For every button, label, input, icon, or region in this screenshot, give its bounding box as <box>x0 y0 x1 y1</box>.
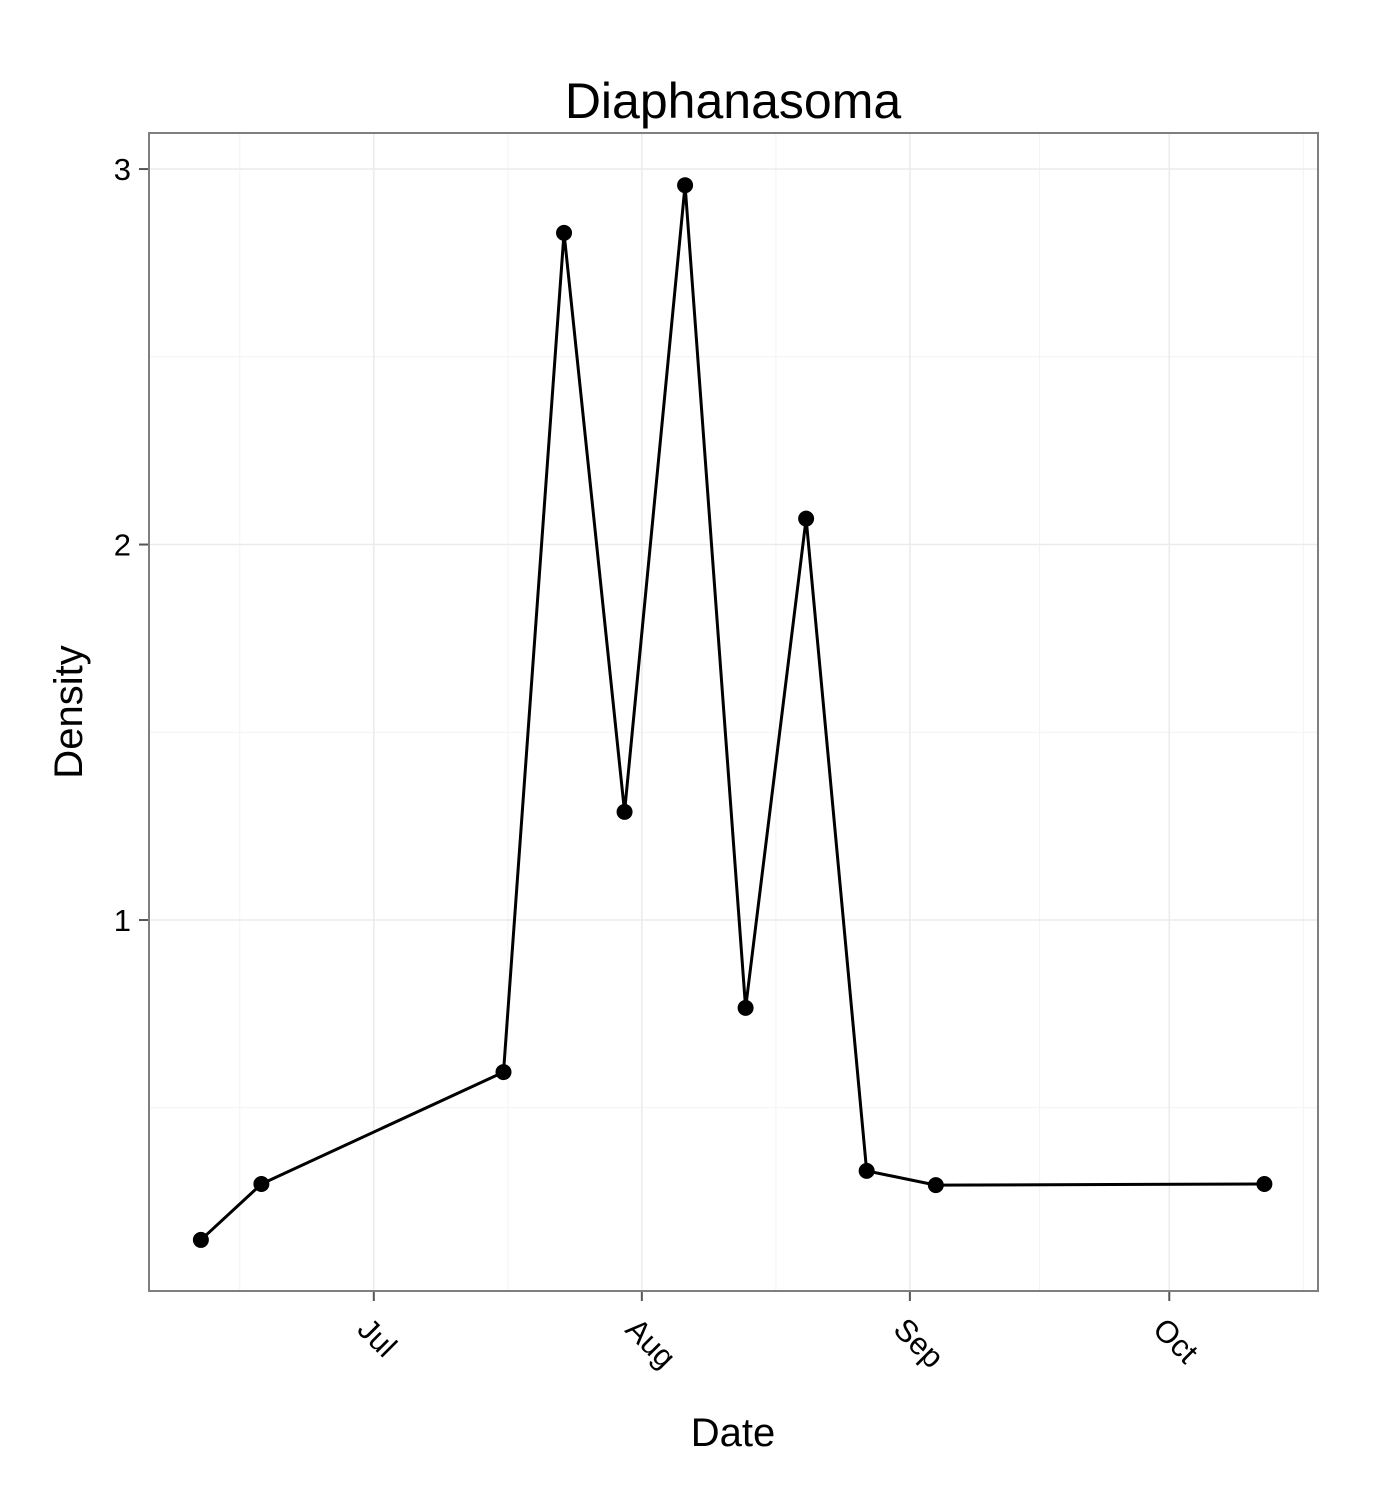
point <box>798 510 815 527</box>
plot-background <box>149 133 1318 1291</box>
point <box>495 1064 512 1081</box>
y-tick-label: 3 <box>114 152 131 187</box>
x-axis-title: Date <box>691 1411 776 1455</box>
point <box>858 1162 875 1179</box>
plot-border <box>148 132 1319 1292</box>
point <box>927 1177 944 1194</box>
point <box>253 1175 270 1192</box>
y-axis-title: Density <box>47 645 91 778</box>
point <box>616 803 633 820</box>
y-tick-label: 1 <box>114 903 131 938</box>
x-tick-label: Aug <box>619 1311 683 1375</box>
x-tick-label: Sep <box>887 1311 951 1375</box>
point <box>192 1231 209 1248</box>
x-tick-label: Oct <box>1146 1311 1205 1370</box>
x-tick-label: Jul <box>351 1311 404 1364</box>
point <box>556 224 573 241</box>
y-tick-label: 2 <box>114 528 131 563</box>
point <box>677 177 694 194</box>
point <box>737 999 754 1016</box>
chart-title: Diaphanasoma <box>565 73 902 129</box>
point <box>1256 1175 1273 1192</box>
